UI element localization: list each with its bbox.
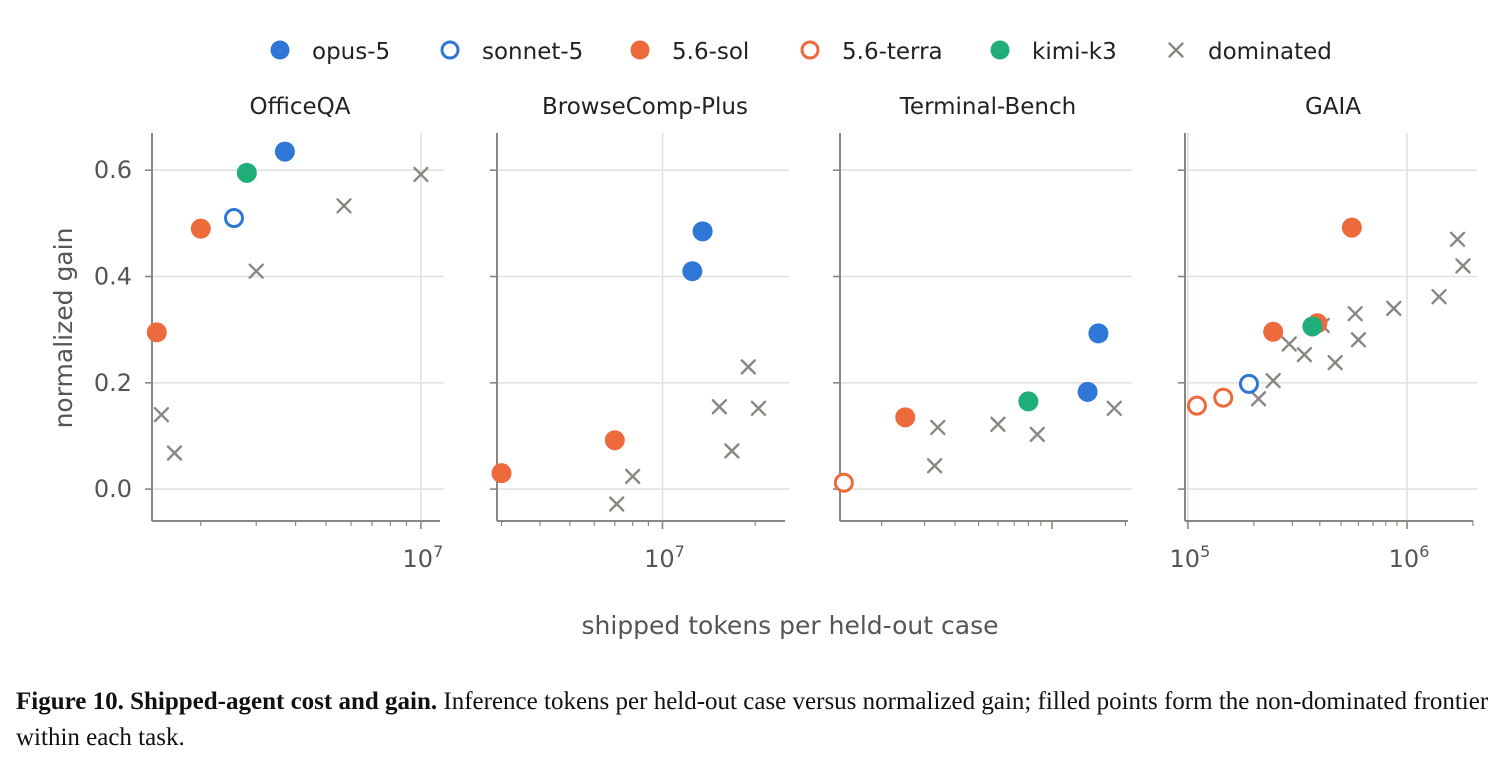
- legend-item-dominated: dominated: [1168, 39, 1332, 65]
- point-dominated: [166, 445, 183, 461]
- point-5-6-sol: [1341, 217, 1362, 238]
- point-kimi-k3: [1018, 391, 1039, 412]
- point-dominated: [930, 419, 946, 436]
- legend-label-5-6-terra: 5.6-terra: [842, 39, 943, 65]
- panels: OfficeQA 0.0 0.2 0.4 0.6 107 BrowseComp-Plus 10…: [94, 94, 1477, 573]
- legend-label-opus-5: opus-5: [312, 39, 390, 65]
- point-dominated: [1386, 300, 1402, 317]
- point-dominated: [1431, 289, 1447, 305]
- y-axis-label: normalized gain: [49, 228, 78, 429]
- panel-browsecomp-plus: BrowseComp-Plus 107: [490, 94, 789, 573]
- figure: opus-5 sonnet-5 5.6-sol 5.6-terra kimi-k3 dom…: [49, 39, 1477, 640]
- point-dominated: [1350, 332, 1367, 348]
- point-5-6-terra: [1186, 395, 1207, 416]
- point-dominated: [624, 468, 641, 485]
- x-tick-label: 107: [403, 542, 444, 573]
- legend-item-sonnet-5: sonnet-5: [440, 39, 583, 65]
- figure-caption: Figure 10. Shipped-agent cost and gain. …: [16, 684, 1506, 756]
- point-dominated: [609, 496, 625, 512]
- legend-marker-5-6-terra: [800, 40, 820, 60]
- point-5-6-sol: [491, 463, 512, 484]
- point-opus-5: [1077, 381, 1098, 402]
- point-dominated: [1347, 306, 1363, 322]
- panel-gaia: GAIA 105 106: [1170, 94, 1477, 573]
- legend-marker-kimi-k3: [990, 40, 1010, 60]
- point-opus-5: [1088, 323, 1109, 344]
- point-dominated: [1029, 426, 1045, 443]
- point-dominated: [153, 406, 170, 423]
- point-dominated: [1449, 231, 1466, 248]
- x-tick-label: 106: [1389, 542, 1430, 573]
- point-dominated: [1281, 336, 1297, 352]
- point-dominated: [926, 458, 943, 474]
- point-dominated: [711, 399, 728, 415]
- legend-item-opus-5: opus-5: [270, 39, 390, 65]
- legend-label-5-6-sol: 5.6-sol: [672, 39, 749, 65]
- y-tick-label: 0.4: [94, 263, 132, 291]
- point-5-6-sol: [146, 322, 167, 343]
- legend: opus-5 sonnet-5 5.6-sol 5.6-terra kimi-k3 dom…: [270, 39, 1332, 65]
- legend-item-5-6-terra: 5.6-terra: [800, 39, 943, 65]
- point-sonnet-5: [224, 208, 245, 229]
- legend-marker-opus-5: [270, 40, 290, 60]
- legend-marker-dominated: [1168, 42, 1184, 58]
- legend-item-kimi-k3: kimi-k3: [990, 39, 1117, 65]
- point-5-6-terra: [833, 472, 854, 493]
- point-sonnet-5: [1238, 373, 1259, 394]
- point-dominated: [248, 263, 264, 279]
- point-5-6-sol: [895, 407, 916, 428]
- point-dominated: [1106, 400, 1122, 417]
- point-5-6-sol: [190, 218, 211, 239]
- legend-label-sonnet-5: sonnet-5: [482, 39, 583, 65]
- x-tick-label: 107: [644, 542, 685, 573]
- point-dominated: [413, 166, 429, 183]
- point-opus-5: [692, 221, 713, 242]
- x-tick-label: 105: [1170, 542, 1211, 573]
- point-5-6-terra: [1213, 387, 1234, 408]
- legend-item-5-6-sol: 5.6-sol: [630, 39, 749, 65]
- caption-text: Inference tokens per held-out case versu…: [16, 688, 1489, 751]
- panel-title: Terminal-Bench: [899, 94, 1076, 120]
- point-dominated: [740, 359, 757, 375]
- point-dominated: [990, 416, 1006, 432]
- y-tick-label: 0.0: [94, 475, 132, 503]
- point-dominated: [1250, 391, 1267, 407]
- legend-marker-sonnet-5: [440, 40, 460, 60]
- x-axis-label: shipped tokens per held-out case: [582, 611, 999, 640]
- panel-title: BrowseComp-Plus: [542, 94, 748, 120]
- point-dominated: [336, 198, 352, 214]
- legend-label-kimi-k3: kimi-k3: [1032, 39, 1117, 65]
- point-dominated: [1327, 354, 1343, 371]
- point-5-6-sol: [604, 430, 625, 451]
- legend-label-dominated: dominated: [1208, 39, 1332, 65]
- point-dominated: [1296, 346, 1313, 363]
- panel-title: OfficeQA: [250, 94, 351, 120]
- point-dominated: [724, 443, 740, 459]
- y-tick-label: 0.6: [94, 156, 132, 184]
- y-tick-label: 0.2: [94, 369, 132, 397]
- caption-label: Figure 10. Shipped-agent cost and gain.: [16, 688, 438, 715]
- point-opus-5: [274, 141, 295, 162]
- point-opus-5: [682, 261, 703, 282]
- point-kimi-k3: [1302, 316, 1323, 337]
- panel-terminal-bench: Terminal-Bench: [833, 94, 1132, 529]
- point-kimi-k3: [236, 162, 257, 183]
- point-dominated: [1455, 258, 1471, 274]
- point-dominated: [1265, 372, 1281, 389]
- panel-officeqa: OfficeQA 0.0 0.2 0.4 0.6 107: [94, 94, 444, 573]
- panel-title: GAIA: [1305, 94, 1361, 120]
- point-5-6-sol: [1263, 321, 1284, 342]
- point-dominated: [750, 400, 767, 417]
- legend-marker-5-6-sol: [630, 40, 650, 60]
